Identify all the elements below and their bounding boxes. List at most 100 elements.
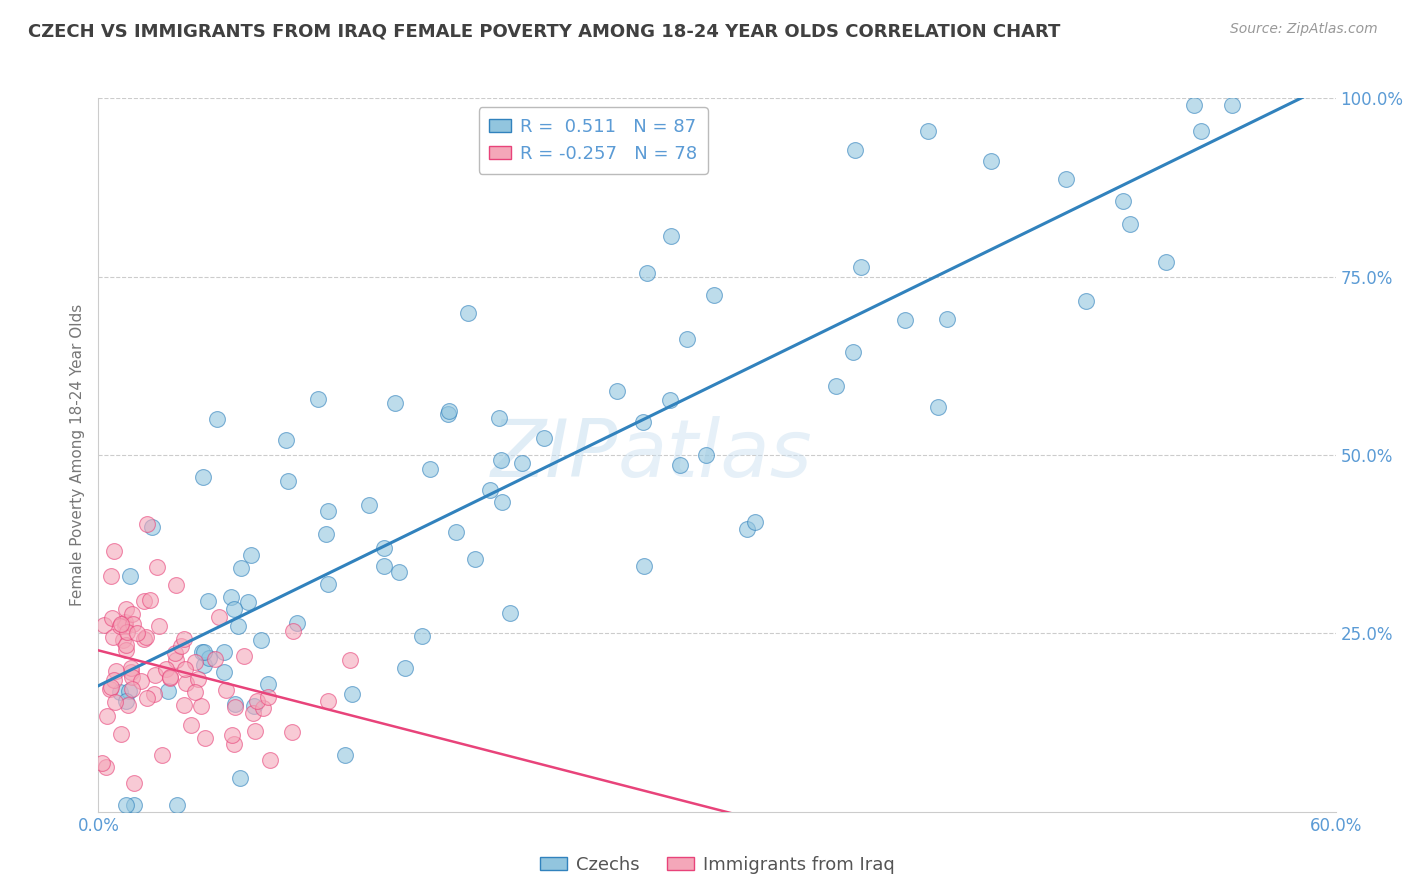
Point — [246, 694, 269, 708]
Point — [373, 541, 395, 555]
Point — [221, 729, 243, 743]
Point — [744, 516, 766, 530]
Point — [676, 332, 699, 346]
Point — [156, 683, 179, 698]
Point — [849, 260, 872, 274]
Point — [108, 685, 131, 699]
Point — [242, 706, 264, 720]
Point — [110, 727, 132, 741]
Point — [114, 615, 136, 629]
Point — [219, 590, 242, 604]
Point — [122, 797, 145, 812]
Point — [100, 680, 122, 694]
Point — [419, 462, 441, 476]
Point — [927, 401, 949, 415]
Point — [243, 699, 266, 714]
Point — [101, 630, 124, 644]
Point — [917, 124, 939, 138]
Point — [100, 568, 122, 582]
Point — [980, 153, 1002, 168]
Point — [464, 552, 486, 566]
Point — [499, 607, 522, 621]
Point — [155, 661, 177, 675]
Point — [91, 756, 114, 771]
Point — [533, 431, 555, 445]
Point — [224, 601, 246, 615]
Text: ZIP: ZIP — [491, 416, 619, 494]
Point — [316, 694, 339, 708]
Point — [340, 687, 363, 701]
Text: atlas: atlas — [619, 416, 813, 494]
Point — [238, 595, 260, 609]
Text: Source: ZipAtlas.com: Source: ZipAtlas.com — [1230, 22, 1378, 37]
Point — [112, 633, 135, 648]
Point — [249, 632, 271, 647]
Point — [115, 797, 138, 812]
Point — [631, 415, 654, 429]
Point — [252, 701, 274, 715]
Point — [170, 639, 193, 653]
Point — [98, 682, 121, 697]
Point — [146, 559, 169, 574]
Point — [190, 699, 212, 714]
Point — [121, 616, 143, 631]
Point — [193, 645, 215, 659]
Point — [411, 629, 433, 643]
Point — [224, 697, 246, 711]
Y-axis label: Female Poverty Among 18-24 Year Olds: Female Poverty Among 18-24 Year Olds — [69, 304, 84, 606]
Legend: Czechs, Immigrants from Iraq: Czechs, Immigrants from Iraq — [533, 849, 901, 881]
Point — [105, 664, 128, 678]
Point — [194, 731, 217, 746]
Point — [479, 483, 502, 497]
Point — [1220, 98, 1243, 112]
Point — [114, 602, 136, 616]
Point — [103, 544, 125, 558]
Point — [668, 458, 690, 472]
Point — [444, 524, 467, 539]
Point — [936, 311, 959, 326]
Point — [121, 607, 143, 622]
Point — [173, 632, 195, 647]
Point — [134, 593, 156, 607]
Point — [114, 618, 136, 632]
Point — [239, 548, 262, 562]
Point — [893, 313, 915, 327]
Point — [103, 673, 125, 687]
Point — [159, 671, 181, 685]
Point — [1074, 293, 1097, 308]
Point — [735, 522, 758, 536]
Point — [96, 709, 118, 723]
Point — [659, 228, 682, 243]
Point — [257, 690, 280, 705]
Point — [259, 753, 281, 767]
Point — [197, 594, 219, 608]
Point — [222, 737, 245, 751]
Point — [489, 453, 512, 467]
Point — [315, 527, 337, 541]
Point — [115, 638, 138, 652]
Point — [1154, 255, 1177, 269]
Point — [1189, 124, 1212, 138]
Point — [636, 266, 658, 280]
Point — [174, 676, 197, 690]
Point — [115, 624, 138, 639]
Point — [229, 561, 252, 575]
Point — [281, 724, 304, 739]
Point — [193, 657, 215, 672]
Point — [114, 643, 136, 657]
Point — [633, 559, 655, 574]
Point — [131, 673, 153, 688]
Point — [457, 306, 479, 320]
Point — [1054, 172, 1077, 186]
Point — [488, 410, 510, 425]
Point — [120, 665, 142, 679]
Point — [134, 632, 156, 647]
Point — [187, 673, 209, 687]
Point — [339, 653, 361, 667]
Point — [316, 577, 339, 591]
Point — [184, 685, 207, 699]
Point — [224, 700, 246, 714]
Point — [388, 565, 411, 579]
Point — [287, 615, 309, 630]
Point — [226, 619, 249, 633]
